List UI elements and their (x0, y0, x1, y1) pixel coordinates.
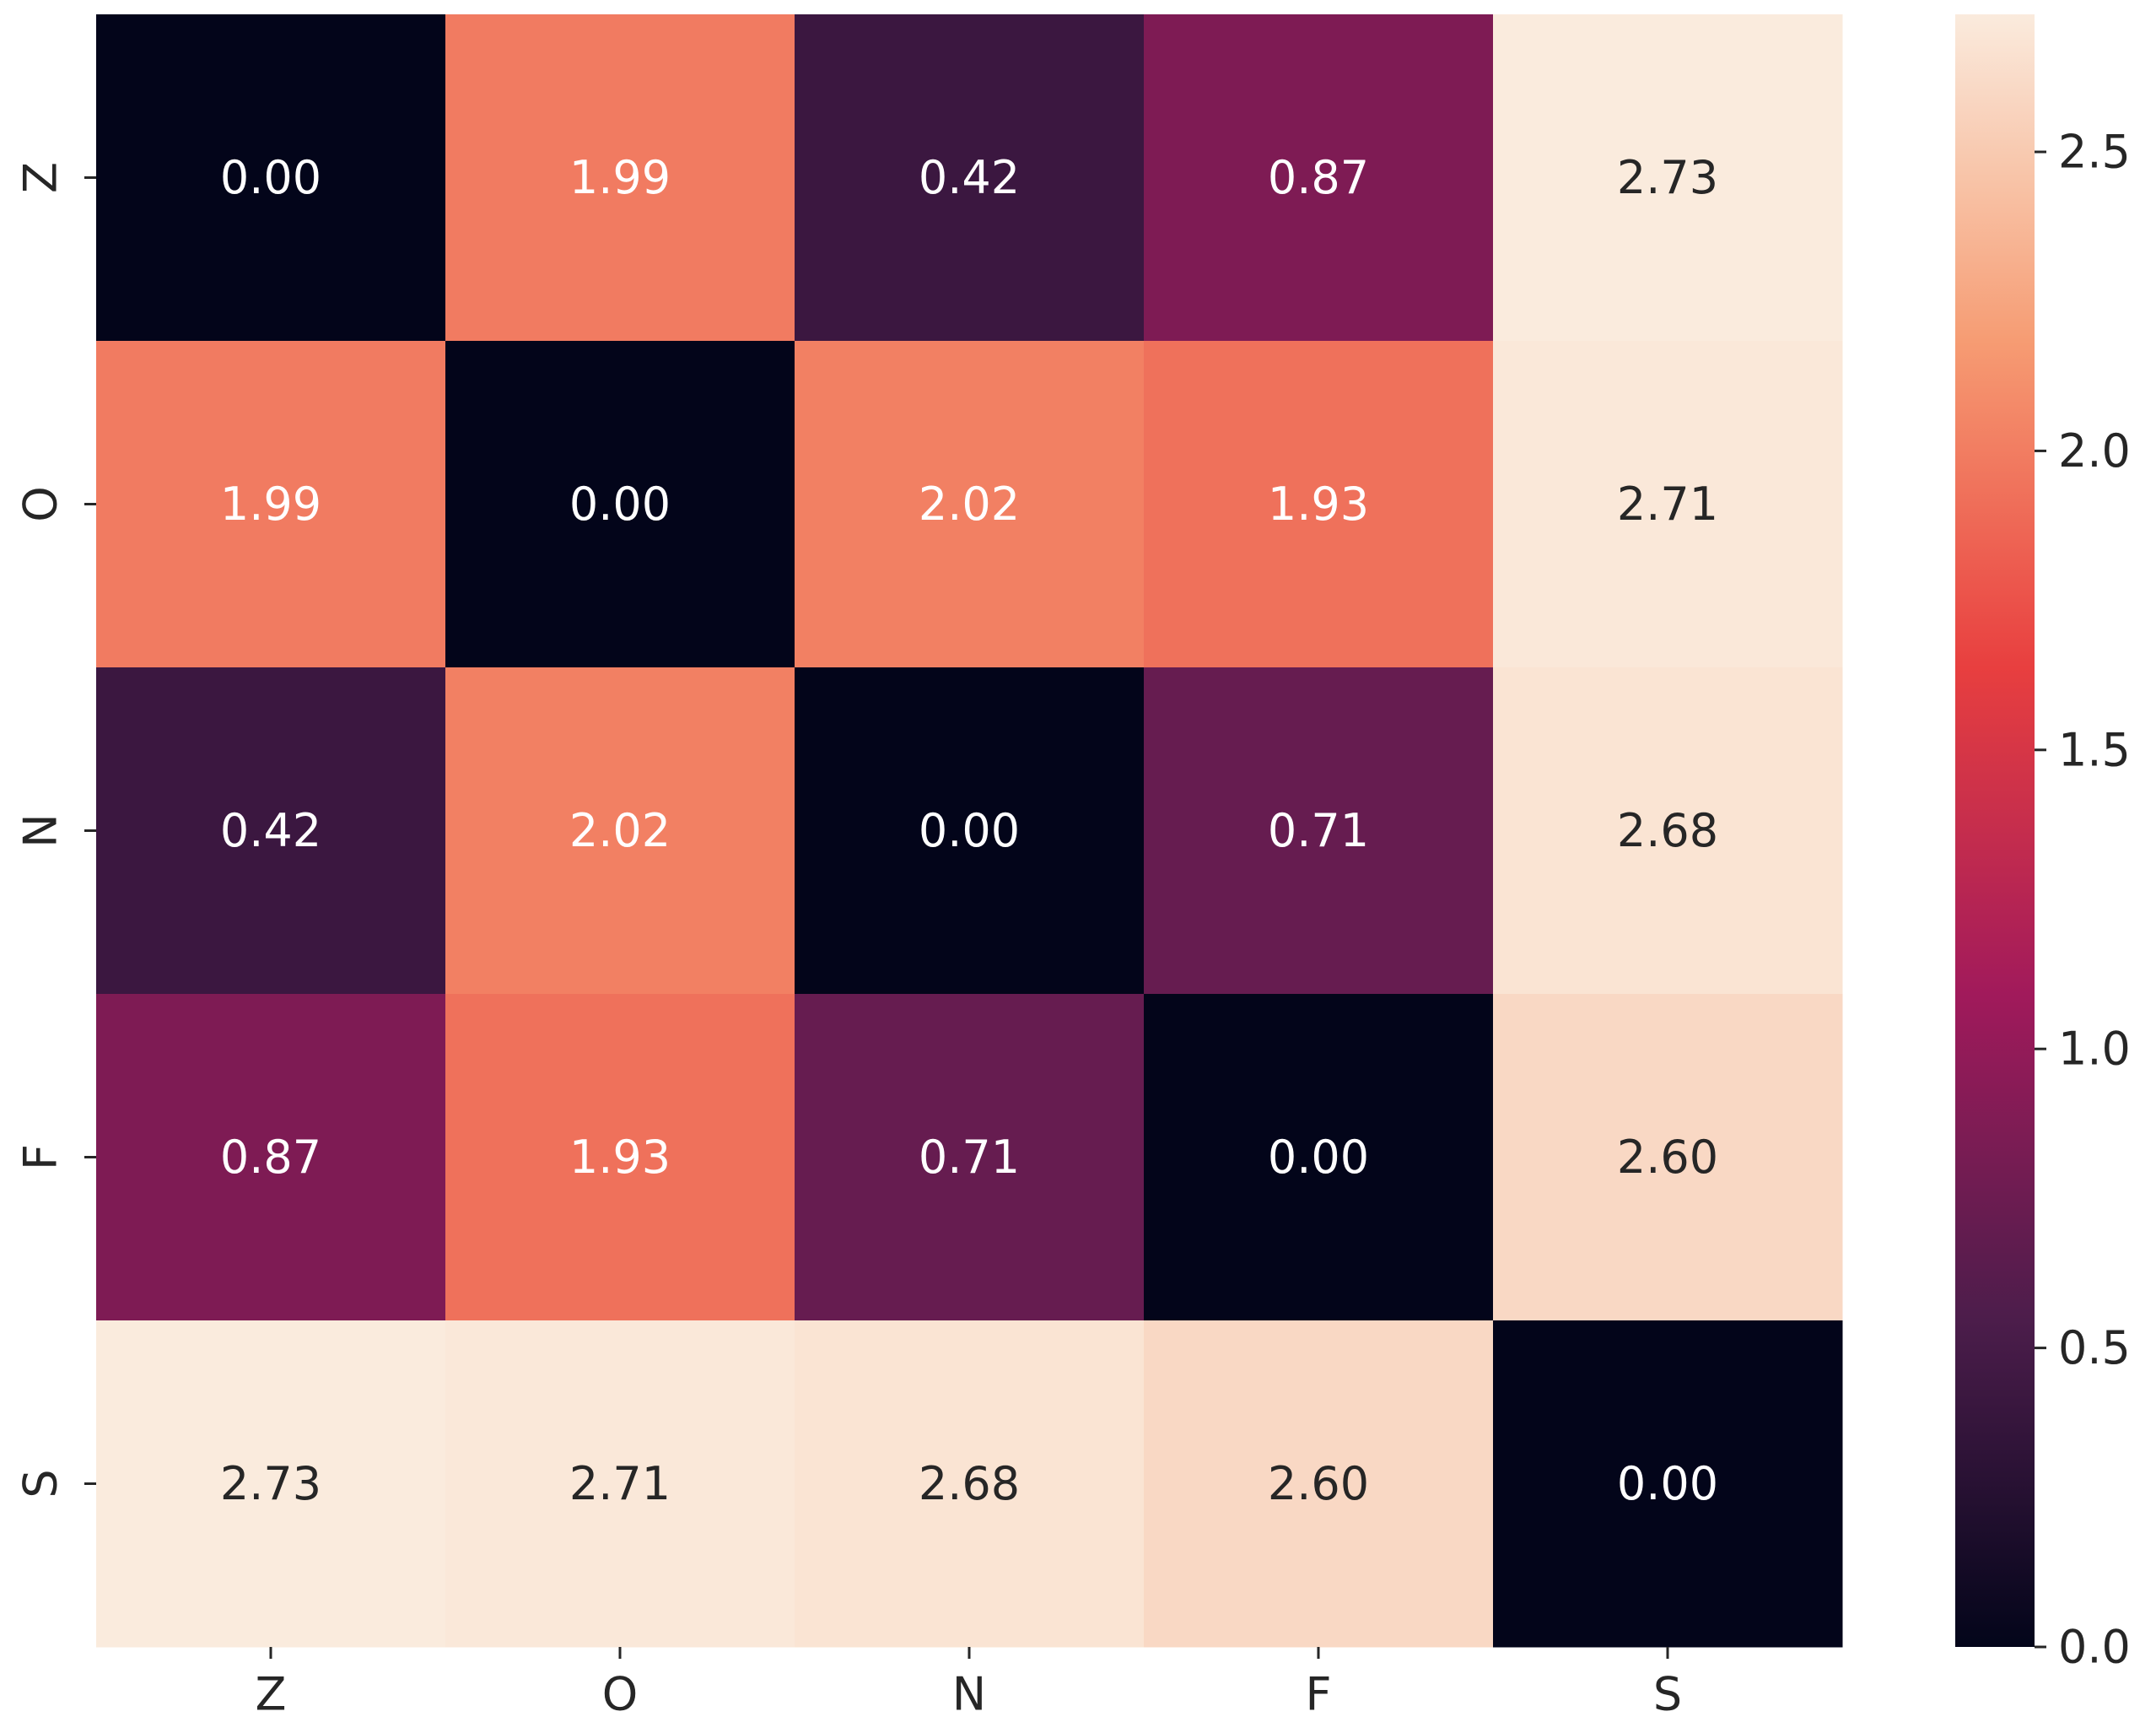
heatmap-cell (96, 1320, 446, 1648)
y-axis: Z O N F S (14, 162, 96, 1498)
x-tick-label: O (602, 1668, 639, 1721)
colorbar-tick-label: 2.0 (2058, 424, 2131, 478)
heatmap-cell (795, 1320, 1145, 1648)
cell-value-label: 2.60 (1617, 1131, 1718, 1184)
heatmap-cell (96, 14, 446, 342)
cell-value-label: 1.93 (1268, 478, 1369, 531)
cell-value-label: 0.87 (1268, 151, 1369, 204)
colorbar: 0.0 0.5 1.0 1.5 2.0 2.5 (1955, 14, 2131, 1674)
cell-value-label: 1.93 (569, 1131, 671, 1184)
y-tick-label: O (14, 486, 67, 522)
cell-value-label: 2.02 (569, 804, 671, 857)
cell-value-label: 1.99 (569, 151, 671, 204)
cell-value-label: 2.68 (1617, 804, 1718, 857)
cell-value-label: 2.71 (1617, 478, 1718, 531)
cell-value-label: 2.60 (1268, 1457, 1369, 1510)
cell-value-label: 0.00 (1617, 1457, 1718, 1510)
heatmap-cell (445, 14, 795, 342)
colorbar-tick-label: 2.5 (2058, 126, 2131, 179)
cell-value-label: 2.71 (569, 1457, 671, 1510)
y-tick-label: F (14, 1144, 67, 1170)
heatmap-cell (1493, 341, 1843, 668)
heatmap-cell (795, 14, 1145, 342)
y-tick-label: N (14, 813, 67, 847)
heatmap-cells (96, 14, 1843, 1648)
heatmap-cell (96, 341, 446, 668)
y-tick-label: S (14, 1469, 67, 1498)
x-tick-label: S (1653, 1668, 1682, 1721)
heatmap-cell (1493, 1320, 1843, 1648)
heatmap-cell (445, 341, 795, 668)
cell-value-label: 0.87 (220, 1131, 321, 1184)
heatmap-cell (445, 1320, 795, 1648)
heatmap-cell (1144, 14, 1494, 342)
x-tick-label: N (952, 1668, 986, 1721)
cell-value-label: 0.42 (220, 804, 321, 857)
heatmap-cell-labels: 0.00 1.99 0.42 0.87 2.73 1.99 0.00 2.02 1.93 2.71… (220, 151, 1718, 1510)
x-tick-label: Z (256, 1668, 287, 1721)
cell-value-label: 0.42 (919, 151, 1020, 204)
cell-value-label: 0.71 (919, 1131, 1020, 1184)
cell-value-label: 0.00 (1268, 1131, 1369, 1184)
heatmap-cell (1144, 1320, 1494, 1648)
x-tick-label: F (1305, 1668, 1331, 1721)
heatmap-cell (96, 667, 446, 995)
heatmap-cell (96, 994, 446, 1321)
cell-value-label: 2.02 (919, 478, 1020, 531)
cell-value-label: 2.73 (1617, 151, 1718, 204)
cell-value-label: 1.99 (220, 478, 321, 531)
cell-value-label: 2.73 (220, 1457, 321, 1510)
heatmap-cell (1144, 667, 1494, 995)
heatmap-cell (445, 667, 795, 995)
colorbar-tick-label: 1.5 (2058, 723, 2131, 776)
heatmap-cell (445, 994, 795, 1321)
heatmap-cell (1144, 994, 1494, 1321)
heatmap-cell (795, 994, 1145, 1321)
heatmap-cell (1493, 14, 1843, 342)
heatmap-cell (1493, 667, 1843, 995)
cell-value-label: 0.00 (569, 478, 671, 531)
colorbar-tick-label: 0.0 (2058, 1621, 2131, 1674)
heatmap-cell (1493, 994, 1843, 1321)
y-tick-label: Z (14, 162, 67, 193)
cell-value-label: 0.00 (220, 151, 321, 204)
colorbar-tick-label: 0.5 (2058, 1321, 2131, 1374)
cell-value-label: 0.00 (919, 804, 1020, 857)
heatmap-cell (795, 341, 1145, 668)
cell-value-label: 2.68 (919, 1457, 1020, 1510)
colorbar-tick-label: 1.0 (2058, 1023, 2131, 1076)
heatmap-cell (795, 667, 1145, 995)
cell-value-label: 0.71 (1268, 804, 1369, 857)
colorbar-gradient (1955, 14, 2035, 1647)
heatmap-cell (1144, 341, 1494, 668)
